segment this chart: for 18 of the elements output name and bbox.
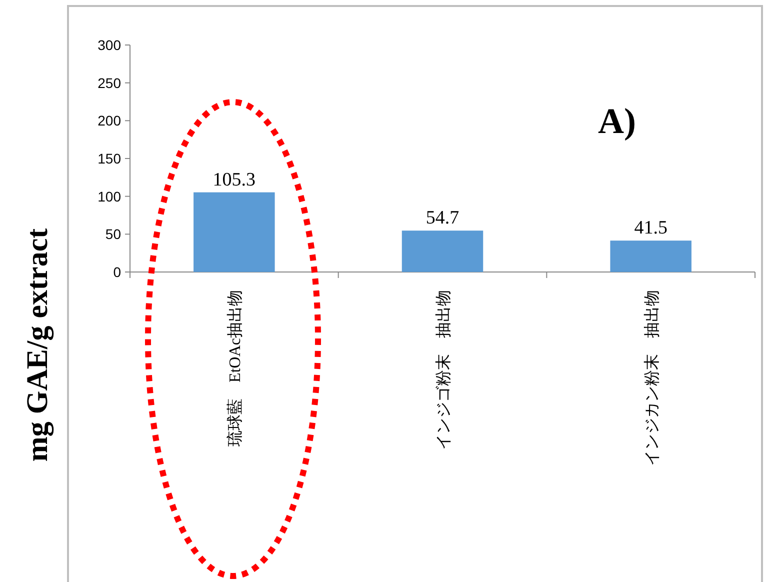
y-tick-label: 100	[98, 188, 122, 204]
data-label: 54.7	[426, 208, 460, 229]
bar	[194, 192, 275, 272]
y-tick-label: 0	[113, 264, 122, 280]
y-axis-title: mg GAE/g extract	[21, 228, 54, 462]
y-tick-label: 250	[98, 74, 122, 91]
bar	[402, 230, 484, 272]
x-tick-label: インジカン粉末 抽出物	[642, 290, 661, 466]
y-tick-label: 150	[98, 150, 122, 166]
y-tick-label: 300	[98, 37, 122, 53]
annotation: A)	[598, 101, 636, 141]
y-tick-label: 200	[98, 112, 122, 129]
x-tick-label: 琉球藍 EtOAc抽出物	[226, 290, 244, 446]
data-label: 105.3	[212, 169, 256, 190]
data-label: 41.5	[634, 218, 668, 239]
bar	[610, 240, 692, 272]
y-tick-label: 50	[105, 226, 122, 242]
x-tick-label: インジゴ粉末 抽出物	[434, 290, 452, 450]
